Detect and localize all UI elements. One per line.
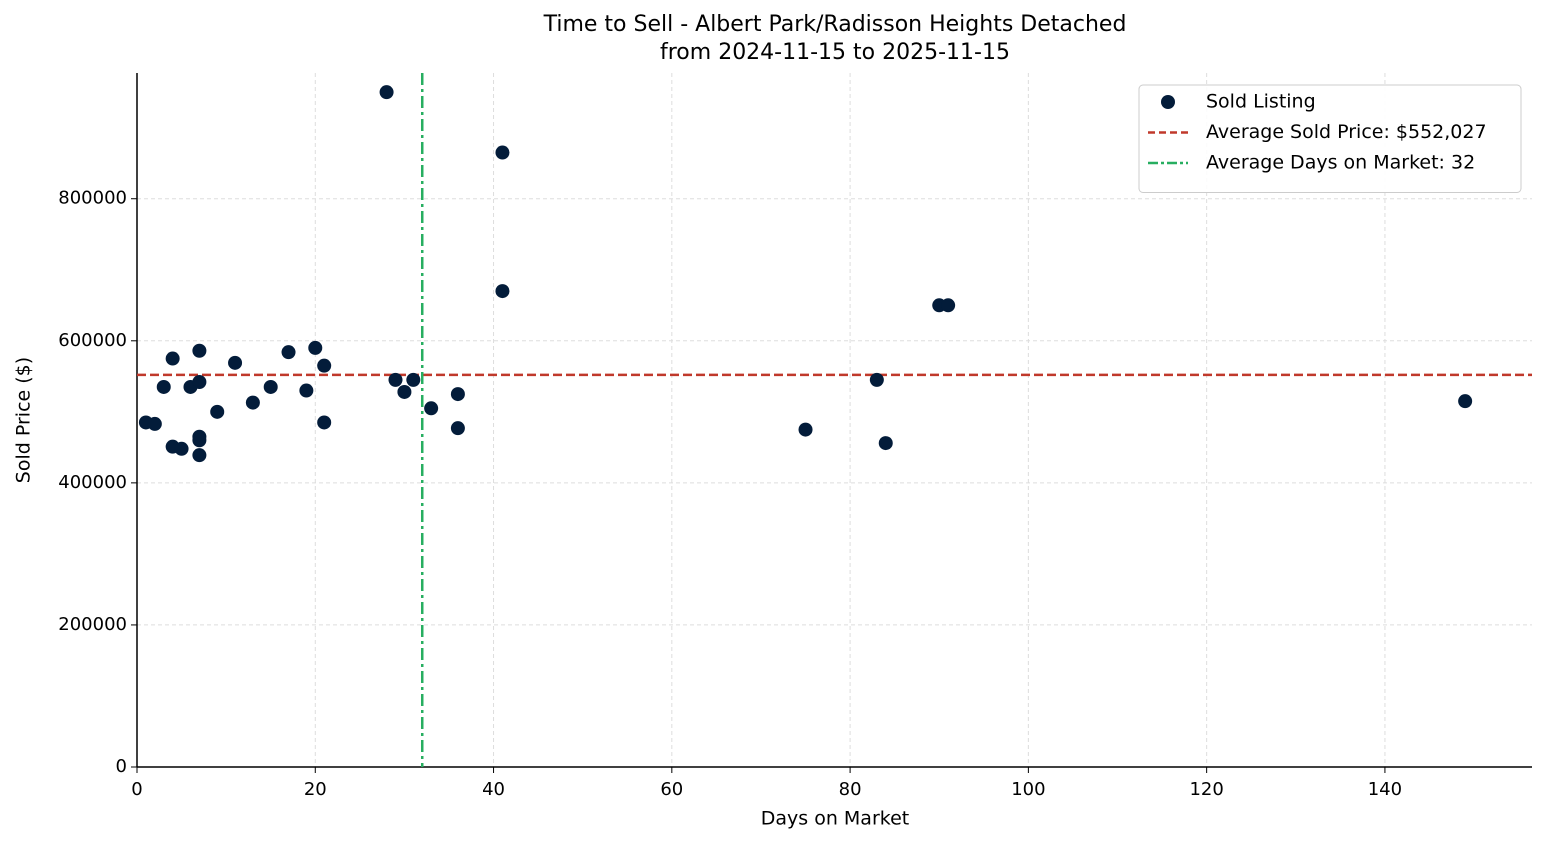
x-tick-label: 100 [1011,779,1045,800]
chart-subtitle: from 2024-11-15 to 2025-11-15 [660,40,1010,65]
point [388,372,403,387]
y-tick-label: 400000 [58,472,127,493]
x-tick-label: 140 [1368,779,1402,800]
point [147,416,162,431]
point [317,358,332,373]
point [495,145,510,160]
point [379,85,394,100]
legend-label: Average Sold Price: $552,027 [1206,121,1487,143]
y-axis-label: Sold Price ($) [13,357,35,483]
x-tick-label: 40 [482,779,505,800]
y-tick-label: 200000 [58,614,127,635]
point [299,383,314,398]
x-tick-label: 0 [131,779,142,800]
point [798,422,813,437]
point [192,343,207,358]
legend-label: Sold Listing [1206,91,1316,113]
point [263,379,278,394]
point [495,284,510,299]
point [406,372,421,387]
point [192,448,207,463]
x-tick-label: 20 [304,779,327,800]
x-axis-label: Days on Market [761,808,909,830]
point [245,395,260,410]
point [281,345,296,360]
x-tick-label: 80 [839,779,862,800]
y-tick-label: 600000 [58,330,127,351]
point [450,421,465,436]
point [869,372,884,387]
legend-box [1138,84,1522,193]
point [450,387,465,402]
point [165,351,180,366]
point [424,401,439,416]
y-tick-label: 0 [116,756,127,777]
point [308,340,323,355]
point [192,374,207,389]
point [878,436,893,451]
x-tick-label: 120 [1189,779,1223,800]
point [156,379,171,394]
point [228,355,243,370]
point [210,404,225,419]
point [192,433,207,448]
point [174,441,189,456]
point [317,415,332,430]
point [941,298,956,313]
legend-marker [1161,95,1175,109]
point [397,384,412,399]
y-tick-label: 800000 [58,188,127,209]
x-tick-label: 60 [660,779,683,800]
point [1458,394,1473,409]
chart-title: Time to Sell - Albert Park/Radisson Heig… [543,12,1127,37]
legend-label: Average Days on Market: 32 [1206,152,1475,174]
